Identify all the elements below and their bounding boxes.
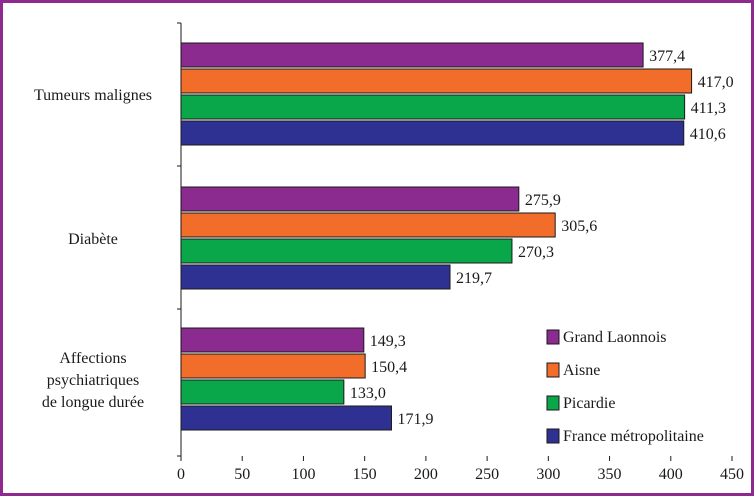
bar-chart: 0 50 100 150 200 250 300 350 400 450 Tumeurs mali…: [34, 22, 744, 483]
x-tick-label: 150: [353, 466, 377, 483]
data-label: 219,7: [456, 270, 492, 287]
bar: [180, 68, 693, 94]
data-label: 411,3: [691, 100, 726, 117]
x-tick-label: 100: [291, 466, 315, 483]
plot-area: [180, 42, 693, 431]
data-label: 305,6: [561, 218, 597, 235]
legend-swatch: [546, 428, 560, 444]
category-label: Affections: [59, 350, 126, 367]
data-label: 417,0: [698, 74, 734, 91]
legend-label: Aisne: [563, 362, 600, 379]
bar: [180, 42, 644, 68]
bar: [180, 94, 686, 120]
x-tick-label: 250: [475, 466, 499, 483]
bar: [180, 238, 513, 264]
legend-swatch: [546, 362, 560, 378]
category-label: Tumeurs malignes: [34, 87, 152, 104]
legend: Grand Laonnois Aisne Picardie France métrop…: [546, 329, 704, 445]
x-tick-label: 300: [536, 466, 560, 483]
x-tick-label: 350: [598, 466, 622, 483]
category-label: Diabète: [68, 231, 118, 248]
bar: [180, 186, 520, 212]
data-label: 275,9: [525, 192, 561, 209]
bar: [180, 353, 366, 379]
data-label: 150,4: [371, 359, 407, 376]
data-label: 410,6: [690, 126, 726, 143]
axes: 0 50 100 150 200 250 300 350 400 450: [177, 22, 744, 483]
data-label: 377,4: [649, 48, 685, 65]
bar: [180, 120, 685, 146]
category-labels: Tumeurs malignes Diabète Affections psychia…: [34, 87, 152, 411]
legend-label: France métropolitaine: [563, 428, 704, 445]
legend-swatch: [546, 395, 560, 411]
category-label: de longue durée: [42, 394, 144, 411]
bar: [180, 212, 556, 238]
x-tick-label: 450: [720, 466, 744, 483]
legend-label: Grand Laonnois: [563, 329, 667, 346]
bar: [180, 379, 345, 405]
data-label: 171,9: [397, 411, 433, 428]
x-tick-label: 200: [414, 466, 438, 483]
category-label: psychiatriques: [47, 372, 139, 389]
bar: [180, 405, 392, 431]
legend-label: Picardie: [563, 395, 615, 412]
x-tick-label: 400: [659, 466, 683, 483]
data-label: 149,3: [370, 333, 406, 350]
data-label: 133,0: [350, 385, 386, 402]
x-tick-label: 50: [234, 466, 250, 483]
x-tick-label: 0: [177, 466, 185, 483]
bar: [180, 327, 365, 353]
bar: [180, 264, 451, 290]
legend-swatch: [546, 329, 560, 345]
data-label: 270,3: [518, 244, 554, 261]
